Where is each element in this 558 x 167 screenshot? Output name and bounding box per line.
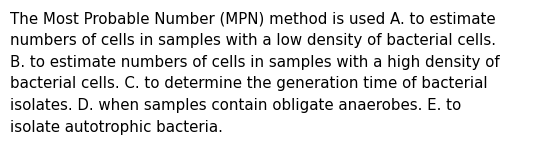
Text: The Most Probable Number (MPN) method is used A. to estimate
numbers of cells in: The Most Probable Number (MPN) method is…: [10, 12, 500, 135]
